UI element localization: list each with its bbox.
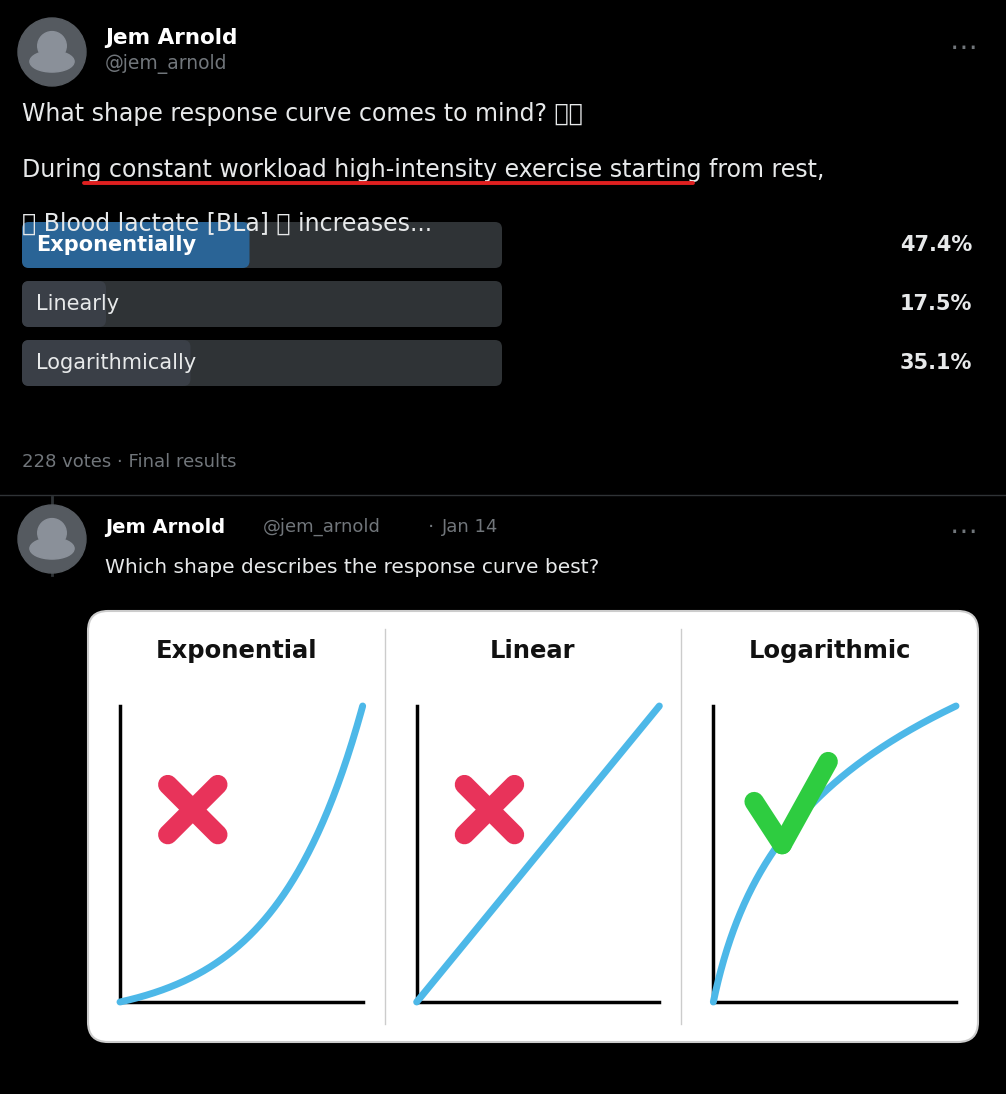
FancyBboxPatch shape bbox=[22, 340, 190, 386]
Text: 228 votes · Final results: 228 votes · Final results bbox=[22, 453, 236, 472]
Text: 35.1%: 35.1% bbox=[899, 353, 972, 373]
Text: Exponential: Exponential bbox=[156, 639, 317, 663]
Ellipse shape bbox=[30, 538, 74, 559]
Text: Logarithmic: Logarithmic bbox=[748, 639, 910, 663]
Circle shape bbox=[37, 32, 66, 60]
Text: Linear: Linear bbox=[490, 639, 575, 663]
Circle shape bbox=[18, 505, 86, 573]
Text: Exponentially: Exponentially bbox=[36, 235, 196, 255]
Text: Jem Arnold: Jem Arnold bbox=[105, 28, 237, 48]
Circle shape bbox=[18, 18, 86, 86]
FancyBboxPatch shape bbox=[88, 612, 978, 1041]
FancyBboxPatch shape bbox=[22, 281, 502, 327]
Text: 🩸 Blood lactate [BLa] 🩸 increases...: 🩸 Blood lactate [BLa] 🩸 increases... bbox=[22, 212, 433, 236]
Text: @jem_arnold: @jem_arnold bbox=[263, 517, 381, 536]
Text: Jem Arnold: Jem Arnold bbox=[105, 517, 225, 537]
Text: 47.4%: 47.4% bbox=[899, 235, 972, 255]
Ellipse shape bbox=[30, 51, 74, 72]
Text: During constant workload high-intensity exercise starting from rest,: During constant workload high-intensity … bbox=[22, 158, 824, 182]
Text: @jem_arnold: @jem_arnold bbox=[105, 54, 227, 74]
Text: Jan 14: Jan 14 bbox=[442, 517, 498, 536]
Text: Logarithmically: Logarithmically bbox=[36, 353, 196, 373]
Text: ⋯: ⋯ bbox=[951, 34, 978, 62]
Text: Which shape describes the response curve best?: Which shape describes the response curve… bbox=[105, 558, 600, 577]
FancyBboxPatch shape bbox=[22, 281, 106, 327]
Text: 17.5%: 17.5% bbox=[899, 294, 972, 314]
Circle shape bbox=[37, 519, 66, 547]
FancyBboxPatch shape bbox=[22, 222, 249, 268]
Text: What shape response curve comes to mind? 📈📉: What shape response curve comes to mind?… bbox=[22, 102, 582, 126]
Text: ·: · bbox=[428, 517, 435, 537]
FancyBboxPatch shape bbox=[22, 222, 502, 268]
Text: Linearly: Linearly bbox=[36, 294, 119, 314]
FancyBboxPatch shape bbox=[22, 340, 502, 386]
Text: ⋯: ⋯ bbox=[951, 517, 978, 546]
